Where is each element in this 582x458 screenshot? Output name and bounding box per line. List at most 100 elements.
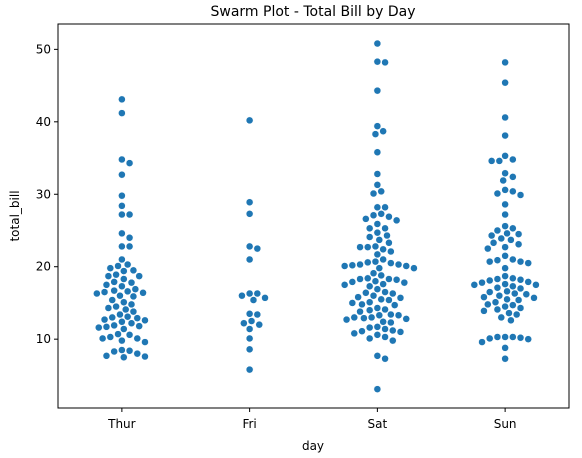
data-point-sun — [493, 189, 502, 198]
data-point-thur — [120, 267, 128, 275]
data-point-sat — [365, 334, 374, 343]
data-point-sat — [365, 306, 374, 314]
data-point-sat — [371, 277, 380, 285]
data-point-sun — [484, 300, 492, 309]
data-point-sat — [387, 310, 395, 319]
data-point-sun — [495, 157, 504, 165]
data-point-sun — [485, 334, 494, 343]
data-point-sat — [379, 255, 387, 264]
data-point-sun — [495, 291, 504, 300]
data-point-sat — [396, 328, 405, 336]
data-point-thur — [118, 255, 126, 264]
data-point-sun — [501, 210, 509, 219]
data-point-sun — [514, 230, 523, 238]
data-point-sun — [501, 243, 509, 251]
data-point-thur — [108, 296, 116, 304]
data-point-thur — [118, 318, 126, 326]
data-point-sat — [365, 282, 374, 291]
data-point-sun — [524, 278, 532, 286]
data-point-fri — [245, 255, 254, 264]
data-point-sat — [369, 291, 378, 300]
data-point-sun — [524, 335, 532, 343]
data-point-fri — [245, 365, 254, 374]
data-point-sun — [503, 229, 511, 238]
data-point-thur — [110, 321, 118, 330]
data-point-sat — [373, 170, 382, 178]
data-point-fri — [245, 210, 254, 218]
data-point-sun — [501, 264, 509, 272]
data-point-sat — [377, 187, 385, 196]
data-point-sat — [348, 278, 357, 286]
data-point-sat — [373, 203, 382, 212]
data-point-sun — [501, 186, 509, 194]
data-point-thur — [104, 272, 113, 280]
data-point-thur — [102, 281, 111, 289]
data-point-sat — [362, 289, 370, 297]
data-point-sat — [387, 259, 395, 267]
data-point-thur — [125, 331, 134, 339]
data-point-thur — [120, 353, 128, 362]
data-point-fri — [255, 320, 263, 329]
data-point-sat — [365, 298, 374, 306]
data-point-sun — [501, 152, 509, 160]
data-point-thur — [125, 159, 134, 167]
data-point-thur — [141, 352, 149, 361]
data-point-sun — [501, 302, 509, 311]
data-point-sat — [369, 211, 378, 220]
x-tick-label: Sat — [368, 417, 388, 431]
x-axis-label: day — [302, 439, 324, 453]
data-point-sun — [509, 155, 517, 164]
data-point-sun — [501, 58, 509, 67]
data-point-sun — [501, 131, 509, 140]
data-point-thur — [110, 347, 118, 356]
data-point-sat — [340, 262, 349, 270]
data-point-sun — [516, 284, 525, 293]
data-point-sat — [350, 329, 359, 338]
data-point-sat — [373, 148, 382, 156]
data-point-sun — [509, 301, 517, 309]
data-point-sun — [501, 222, 509, 230]
data-point-sun — [501, 169, 509, 178]
chart-title: Swarm Plot - Total Bill by Day — [211, 4, 416, 20]
x-tick-label: Thur — [107, 417, 136, 431]
data-point-thur — [139, 289, 147, 297]
data-point-sat — [373, 250, 382, 259]
data-point-fri — [245, 325, 254, 333]
data-point-sat — [369, 189, 378, 198]
y-axis: 10 20 30 40 50 — [36, 42, 58, 346]
data-point-sat — [358, 327, 366, 335]
data-point-sun — [530, 294, 538, 302]
data-point-thur — [129, 292, 138, 301]
data-point-thur — [112, 302, 120, 311]
data-point-thur — [100, 315, 109, 324]
data-point-sun — [509, 274, 517, 283]
data-point-sun — [512, 310, 521, 319]
data-point-sun — [501, 280, 509, 288]
data-point-thur — [133, 314, 142, 322]
data-point-sat — [375, 311, 384, 320]
data-point-sat — [340, 281, 349, 289]
data-point-fri — [261, 294, 269, 302]
data-point-fri — [245, 289, 254, 298]
data-point-sun — [503, 295, 511, 304]
data-point-sat — [389, 289, 397, 298]
data-point-sat — [356, 275, 364, 283]
data-point-thur — [121, 305, 130, 314]
data-point-sun — [489, 239, 498, 247]
data-point-sat — [348, 261, 357, 270]
data-point-thur — [127, 319, 136, 327]
data-point-sat — [373, 323, 382, 331]
data-point-sat — [373, 220, 382, 228]
data-point-thur — [141, 316, 149, 325]
data-point-sun — [522, 290, 531, 298]
y-tick-label: 10 — [36, 332, 51, 346]
data-point-sat — [350, 313, 359, 322]
data-point-thur — [129, 307, 138, 316]
data-point-sat — [394, 311, 403, 320]
data-point-sat — [385, 275, 393, 283]
y-tick-label: 50 — [36, 42, 51, 56]
data-point-sun — [493, 333, 502, 341]
data-point-thur — [104, 304, 113, 312]
data-point-thur — [118, 336, 126, 345]
data-point-sun — [501, 113, 509, 122]
